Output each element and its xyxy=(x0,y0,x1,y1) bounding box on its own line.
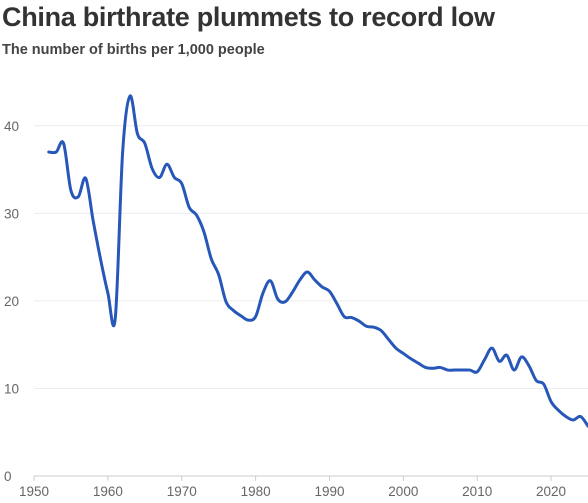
x-tick-label-1980: 1980 xyxy=(241,484,271,499)
y-tick-label-40: 40 xyxy=(4,119,19,134)
y-tick-label-20: 20 xyxy=(4,294,19,309)
series-line-0 xyxy=(47,94,588,428)
chart-title: China birthrate plummets to record low xyxy=(2,2,495,32)
x-axis-ticks: 1950 1960 1970 1980 1990 2000 2010 2020 xyxy=(19,476,566,499)
x-tick-label-1950: 1950 xyxy=(19,484,49,499)
x-tick-label-1970: 1970 xyxy=(167,484,197,499)
y-tick-label-30: 30 xyxy=(4,206,19,221)
y-tick-label-10: 10 xyxy=(4,381,19,396)
x-tick-label-2020: 2020 xyxy=(536,484,566,499)
x-tick-label-2010: 2010 xyxy=(462,484,492,499)
y-tick-label-0: 0 xyxy=(4,469,12,484)
x-tick-label-2000: 2000 xyxy=(388,484,418,499)
chart-subtitle: The number of births per 1,000 people xyxy=(2,42,265,58)
x-tick-label-1960: 1960 xyxy=(93,484,123,499)
x-tick-label-1990: 1990 xyxy=(314,484,344,499)
y-axis-ticks: 0 10 20 30 40 xyxy=(4,119,19,484)
gridlines xyxy=(34,125,588,389)
series-lines xyxy=(47,94,588,428)
